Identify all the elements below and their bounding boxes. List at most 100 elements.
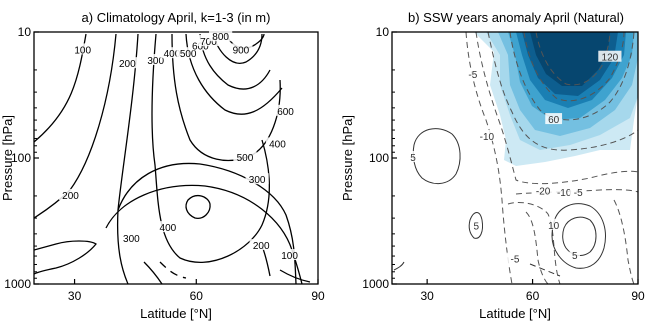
contour-line xyxy=(468,212,483,239)
panel-b: b) SSW years anomaly April (Natural) xyxy=(340,10,645,321)
x-tick-label: 30 xyxy=(420,289,434,303)
contour-line xyxy=(34,240,97,275)
contour-label: 900 xyxy=(233,45,250,56)
contour-label-bg xyxy=(209,30,233,42)
contour-label: 800 xyxy=(212,32,229,43)
contour-line xyxy=(151,33,270,263)
x-tick-label: 30 xyxy=(68,289,82,303)
x-tick-label: 90 xyxy=(631,289,645,303)
y-tick-label: 1000 xyxy=(362,277,389,291)
contour-label: 10 xyxy=(548,221,560,232)
contour-label: 400 xyxy=(164,49,181,60)
y-tick-label: 10 xyxy=(376,25,390,39)
contour-label-bg xyxy=(475,129,499,141)
contour-line xyxy=(212,33,263,64)
contour-label-bg xyxy=(229,43,253,55)
panel-a-ticks: 30 60 90 10 100 1000 xyxy=(4,25,325,303)
contour-label-bg xyxy=(156,221,180,233)
panel-a-ylabel: Pressure [hPa] xyxy=(0,115,15,201)
contour-line xyxy=(525,211,549,284)
contour-label: 300 xyxy=(123,234,140,245)
contour-line xyxy=(143,261,163,284)
contour-line xyxy=(551,203,606,269)
contour-label: 200 xyxy=(62,191,79,202)
x-tick-label: 60 xyxy=(526,289,540,303)
contour-line xyxy=(507,201,561,284)
contour-label: 100 xyxy=(281,251,298,262)
shade-level-7 xyxy=(530,32,610,86)
x-tick-label: 90 xyxy=(311,289,325,303)
contour-label-bg xyxy=(464,68,482,80)
y-tick-label: 10 xyxy=(18,25,32,39)
contour-line xyxy=(185,194,211,219)
contour-label: 300 xyxy=(249,175,266,186)
contour-label-bg xyxy=(569,186,587,198)
contour-line xyxy=(509,32,635,121)
contour-line xyxy=(117,162,297,284)
contour-label: 200 xyxy=(253,241,270,252)
contour-label-bg xyxy=(407,151,419,162)
contour-label-bg xyxy=(471,219,482,231)
panel-b-ylabel: Pressure [hPa] xyxy=(340,115,355,201)
contour-line xyxy=(105,184,303,284)
contour-label-bg xyxy=(71,43,95,55)
contour-line xyxy=(393,261,405,271)
contour-label-bg xyxy=(115,57,139,69)
contour-label: 200 xyxy=(119,59,136,70)
contour-label: -5 xyxy=(511,255,520,266)
contour-label: 300 xyxy=(147,56,164,67)
contour-label: 60 xyxy=(548,115,560,126)
contour-label: 500 xyxy=(180,49,197,60)
contour-label: -5 xyxy=(574,188,583,199)
contour-label-bg xyxy=(58,188,83,200)
contour-label-bg xyxy=(531,184,555,196)
contour-label: 5 xyxy=(410,153,416,164)
panel-b-xlabel: Latitude [°N] xyxy=(479,306,551,321)
panel-a: a) Climatology April, k=1-3 (in m) xyxy=(0,10,325,321)
contour-label-bg xyxy=(273,104,298,116)
contour-line xyxy=(562,216,597,256)
contour-line xyxy=(279,269,311,283)
panel-a-title: a) Climatology April, k=1-3 (in m) xyxy=(82,10,271,25)
contour-label: -10 xyxy=(480,132,495,143)
contour-label: -20 xyxy=(536,187,551,198)
contour-line xyxy=(34,33,117,219)
contour-label-bg xyxy=(119,232,143,244)
contour-label-bg xyxy=(265,137,290,149)
contour-line xyxy=(159,261,187,279)
contour-label: 5 xyxy=(572,251,578,262)
y-tick-label: 100 xyxy=(11,151,31,165)
contour-line xyxy=(535,32,611,86)
panel-a-contours xyxy=(34,33,311,284)
contour-label: 700 xyxy=(200,37,217,48)
contour-label: 400 xyxy=(160,223,177,234)
contour-label: -10 xyxy=(557,188,572,199)
y-tick-label: 100 xyxy=(369,151,389,165)
contour-label: -5 xyxy=(468,70,477,81)
contour-label-bg xyxy=(249,239,273,251)
contour-label-bg xyxy=(545,113,563,125)
contour-label-bg xyxy=(176,47,200,59)
x-tick-label: 60 xyxy=(190,289,204,303)
panel-a-frame xyxy=(33,31,319,285)
contour-line xyxy=(412,128,461,184)
contour-label-bg xyxy=(245,173,269,185)
panel-b-ticks: 30 60 90 10 100 1000 xyxy=(362,25,645,303)
y-tick-label: 1000 xyxy=(4,277,31,291)
contour-label-bg xyxy=(545,218,563,230)
panel-a-xlabel: Latitude [°N] xyxy=(140,306,212,321)
contour-label-bg xyxy=(506,252,524,264)
contour-label-bg xyxy=(196,34,221,46)
contour-label: 600 xyxy=(277,107,294,118)
contour-line xyxy=(199,33,271,90)
panel-b-title: b) SSW years anomaly April (Natural) xyxy=(408,10,624,25)
contour-line xyxy=(185,33,283,115)
contour-label-bg xyxy=(569,249,580,261)
contour-label: 5 xyxy=(474,222,480,233)
contour-line xyxy=(529,263,561,277)
contour-label: 600 xyxy=(192,41,209,52)
contour-label: 100 xyxy=(74,45,91,56)
contour-label: 400 xyxy=(269,139,286,150)
